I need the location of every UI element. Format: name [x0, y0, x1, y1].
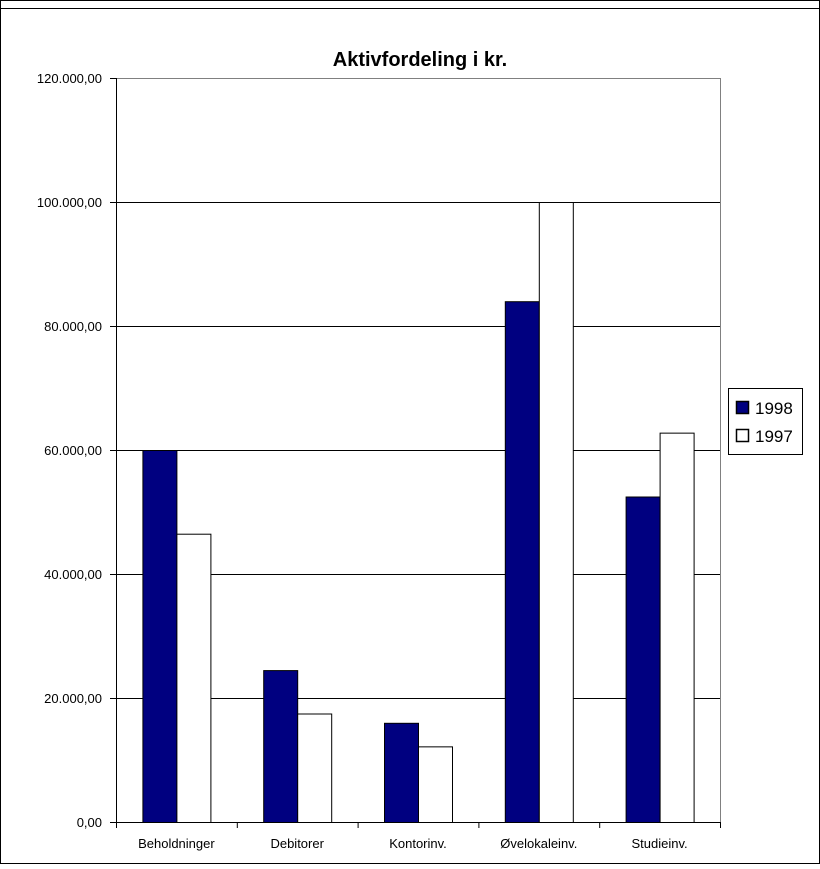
y-tick-label: 60.000,00 — [44, 443, 102, 458]
y-tick-label: 0,00 — [77, 815, 102, 830]
x-tick-label: Studieinv. — [632, 836, 688, 851]
plot-area: 0,00 20.000,00 40.000,00 60.000,00 80.000,00… — [37, 71, 721, 851]
legend-label-1998: 1998 — [755, 399, 793, 418]
legend-swatch-1998 — [735, 400, 750, 415]
bar-1998-0 — [142, 450, 178, 823]
bar-1997-4 — [659, 432, 695, 823]
x-tick-label: Kontorinv. — [389, 836, 447, 851]
bar-1997-1 — [297, 713, 333, 823]
y-tick-label: 80.000,00 — [44, 319, 102, 334]
y-tick-label: 120.000,00 — [37, 71, 102, 86]
legend-label-1997: 1997 — [755, 427, 793, 446]
y-tick-label: 100.000,00 — [37, 195, 102, 210]
bar-1998-1 — [263, 670, 299, 823]
bar-1998-4 — [625, 496, 661, 823]
bar-1998-3 — [504, 301, 540, 823]
x-tick-label: Øvelokaleinv. — [500, 836, 577, 851]
chart-title: Aktivfordeling i kr. — [333, 49, 507, 71]
bar-1997-3 — [538, 202, 574, 823]
bar-1998-2 — [384, 722, 419, 823]
bar-1997-2 — [418, 746, 453, 823]
legend: 1998 1997 — [728, 388, 803, 455]
x-tick-label: Beholdninger — [138, 836, 215, 851]
legend-box — [728, 388, 803, 455]
y-tick-label: 40.000,00 — [44, 567, 102, 582]
y-tick-label: 20.000,00 — [44, 691, 102, 706]
x-tick-label: Debitorer — [270, 836, 324, 851]
bar-1997-0 — [176, 533, 212, 823]
legend-swatch-1997 — [735, 428, 750, 443]
